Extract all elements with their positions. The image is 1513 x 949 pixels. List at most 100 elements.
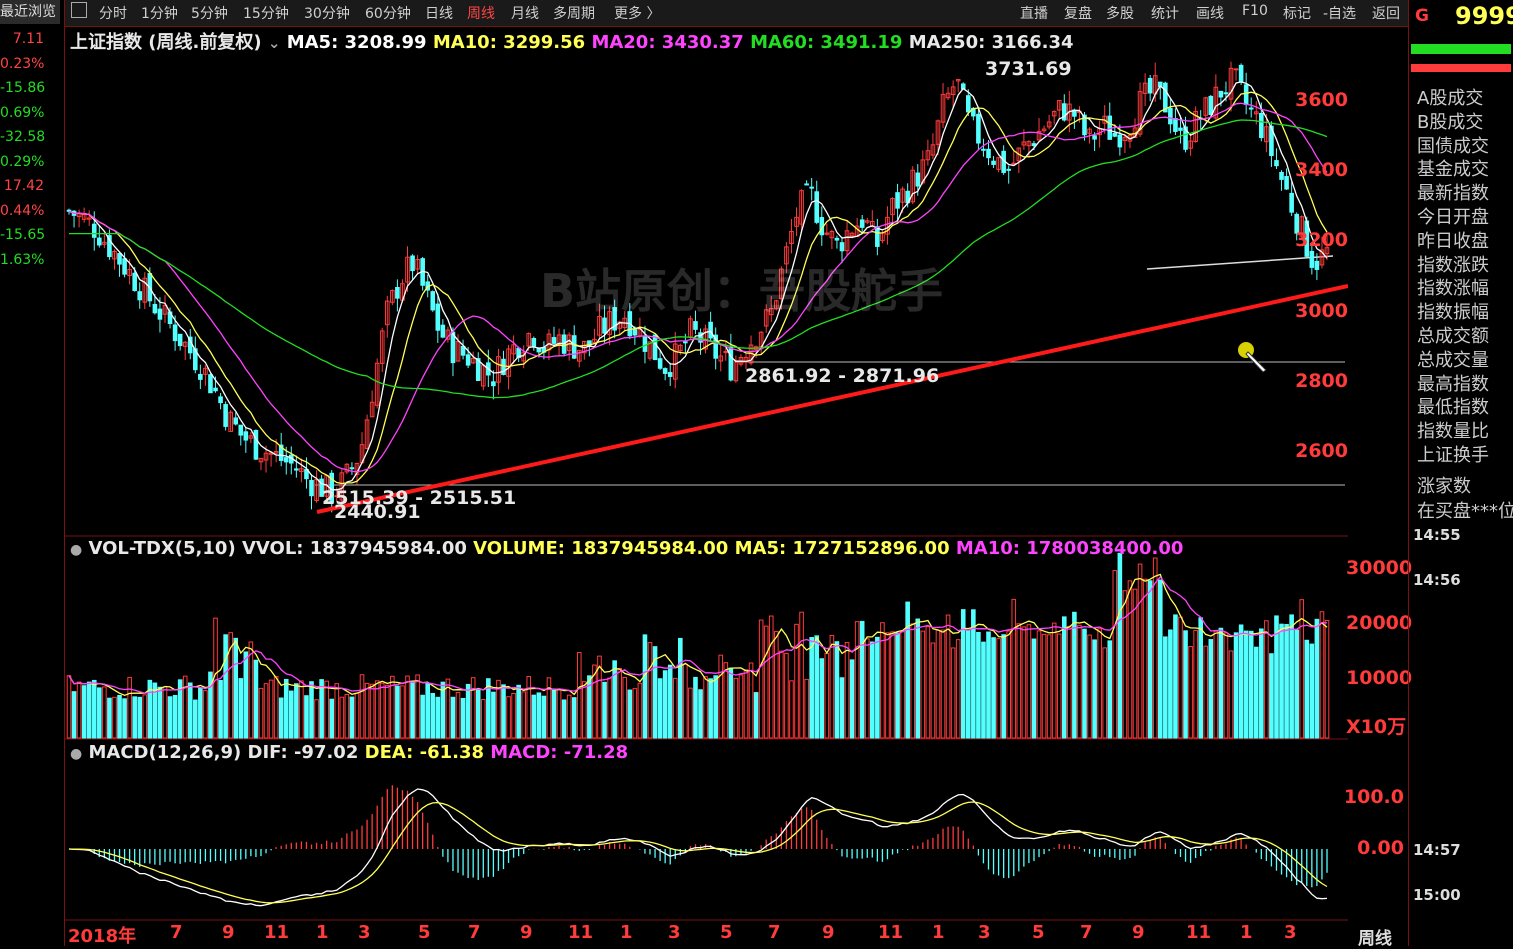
volume-bar [1046, 634, 1052, 739]
candle-up [273, 451, 279, 454]
volume-bar [1314, 618, 1320, 739]
dea-line [68, 801, 1328, 904]
recent-value[interactable]: 0.44% [0, 202, 45, 219]
recent-value[interactable]: 7.11 [12, 31, 44, 47]
quote-field-label: 基金成交 [1417, 159, 1489, 181]
recent-value[interactable]: 0.69% [0, 104, 45, 121]
recent-value[interactable]: 0.29% [0, 153, 45, 170]
volume-bar [253, 659, 259, 739]
volume-bar [1173, 614, 1178, 739]
period-tab[interactable]: 60分钟 [365, 6, 411, 22]
recent-value[interactable]: 0.23% [0, 55, 45, 72]
period-tab[interactable]: 15分钟 [243, 6, 289, 22]
recent-value[interactable]: -15.86 [0, 80, 46, 96]
candle-up [768, 308, 774, 316]
candle-up [945, 92, 951, 99]
candle-down [450, 331, 456, 364]
volume-bar [435, 696, 441, 739]
period-tab[interactable]: 30分钟 [304, 6, 350, 22]
candle-down [1238, 64, 1244, 83]
volume-bar [193, 699, 198, 739]
candle-down [1092, 135, 1097, 140]
candle-up [647, 341, 653, 359]
candle-down [91, 223, 97, 238]
recent-browse-header[interactable]: 最近浏览 [0, 0, 60, 24]
recent-value[interactable]: -32.58 [0, 129, 46, 145]
volume-bar [1274, 615, 1279, 739]
ma5-value: MA5: 3208.99 [286, 32, 427, 53]
candle-up [112, 250, 117, 260]
candle-up [506, 348, 511, 377]
candle-down [839, 242, 845, 252]
candle-down [915, 172, 921, 187]
toolbar-button[interactable]: -自选 [1323, 6, 1357, 22]
toolbar-button[interactable]: 直播 [1020, 6, 1048, 22]
volume-bar [945, 614, 951, 739]
date-tick: 1 [620, 922, 633, 943]
candle-down [1259, 112, 1264, 139]
period-label: 周线 [1358, 929, 1392, 949]
volume-bar [1163, 636, 1168, 739]
volume-bar [218, 680, 223, 739]
volume-bar [1238, 624, 1244, 739]
toolbar-button[interactable]: F10 [1242, 3, 1268, 19]
period-tab[interactable]: 多周期 [553, 6, 595, 22]
recent-value[interactable]: 1.63% [0, 251, 45, 268]
candle-down [612, 307, 617, 331]
candle-up [678, 344, 683, 352]
volume-bar [713, 675, 718, 739]
date-tick: 9 [520, 922, 533, 943]
candle-down [814, 191, 820, 223]
candle-down [122, 258, 127, 275]
volume-bar [86, 681, 92, 739]
period-tab[interactable]: 更多 〉 [614, 6, 661, 22]
toolbar-button[interactable]: 统计 [1151, 6, 1179, 22]
price-tick: 3200 [1295, 229, 1348, 251]
candle-down [460, 345, 466, 356]
volume-bar [203, 690, 208, 739]
volume-bar [965, 629, 971, 739]
volume-bar [1203, 645, 1209, 739]
candle-down [238, 424, 244, 436]
volume-bar [248, 641, 254, 739]
candle-up [996, 157, 1001, 170]
period-tab[interactable]: 1分钟 [141, 6, 178, 22]
recent-value[interactable]: 17.42 [3, 178, 44, 194]
date-tick: 2018年 [68, 926, 137, 947]
vvol-value: VVOL: 1837945984.00 [241, 538, 467, 559]
volume-bar [1243, 630, 1249, 739]
period-tab[interactable]: 月线 [511, 6, 539, 22]
period-tab[interactable]: 分时 [99, 6, 127, 22]
candle-up [779, 268, 784, 300]
volume-bar [925, 626, 931, 739]
candle-up [672, 343, 678, 380]
volume-bar [940, 629, 946, 739]
period-tab[interactable]: 日线 [425, 6, 453, 22]
price-tick: 3000 [1295, 300, 1348, 322]
volume-bar [637, 682, 643, 739]
quote-field-label: 在买盘***位 [1417, 501, 1513, 522]
recent-browse-strip: 最近浏览 7.11 0.23% -15.86 0.69% -32.58 0.29% 17.4… [0, 0, 65, 946]
volume-bar [430, 692, 436, 739]
volume-bar [1041, 633, 1047, 739]
kline-chart[interactable] [65, 26, 1348, 946]
volume-tick: 10000 [1346, 667, 1413, 689]
volume-bar [607, 677, 612, 739]
toolbar-button[interactable]: 多股 [1106, 6, 1134, 22]
toolbar-button[interactable]: 复盘 [1064, 6, 1092, 22]
recent-value[interactable]: -15.65 [0, 227, 46, 243]
candle-up [1193, 110, 1198, 143]
toolbar-button[interactable]: 画线 [1196, 6, 1224, 22]
volume-bar [238, 678, 244, 739]
toolbar-button[interactable]: 标记 [1283, 6, 1311, 22]
volume-bar [703, 676, 708, 739]
volume-bar [1309, 643, 1315, 739]
volume-bar [1026, 624, 1032, 739]
layout-icon[interactable] [71, 2, 87, 18]
volume-bar [582, 681, 587, 739]
toolbar-button[interactable]: 返回 [1372, 6, 1400, 22]
candle-up [592, 338, 597, 344]
period-tab[interactable]: 5分钟 [191, 6, 228, 22]
period-tab[interactable]: 周线 [467, 6, 495, 22]
candle-up [127, 268, 132, 277]
